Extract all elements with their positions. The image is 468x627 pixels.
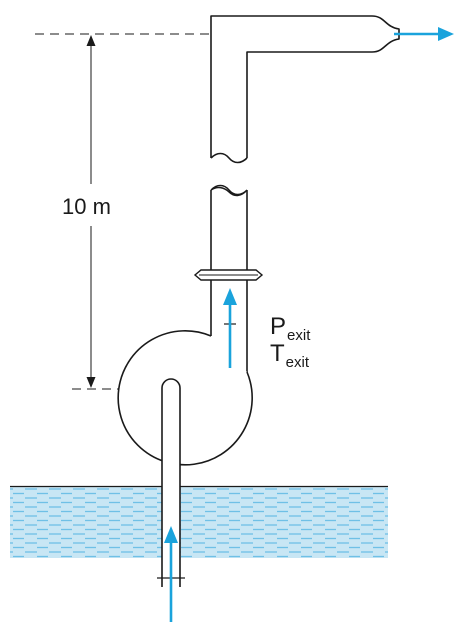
suction-pipe — [161, 378, 181, 587]
exit-pressure-label: Pexit — [270, 313, 311, 344]
discharge-elbow-pipe — [210, 15, 400, 158]
flange-icon — [193, 269, 264, 281]
pressure-symbol: P — [270, 313, 287, 340]
water-reservoir — [10, 485, 388, 558]
pressure-subscript: exit — [287, 327, 311, 344]
height-label: 10 m — [62, 194, 111, 219]
temperature-subscript: exit — [285, 354, 310, 371]
pipe-break-top — [210, 152, 248, 164]
pump-icon — [117, 330, 253, 466]
pipe-break-bottom — [210, 184, 248, 197]
pump-exit-flow-arrow-icon — [223, 288, 237, 368]
temperature-symbol: T — [270, 340, 285, 367]
height-dimension — [86, 35, 96, 388]
inlet-flow-arrow-icon — [164, 526, 178, 622]
exit-flow-arrow-icon — [394, 27, 454, 41]
exit-temperature-label: Texit — [270, 340, 310, 371]
